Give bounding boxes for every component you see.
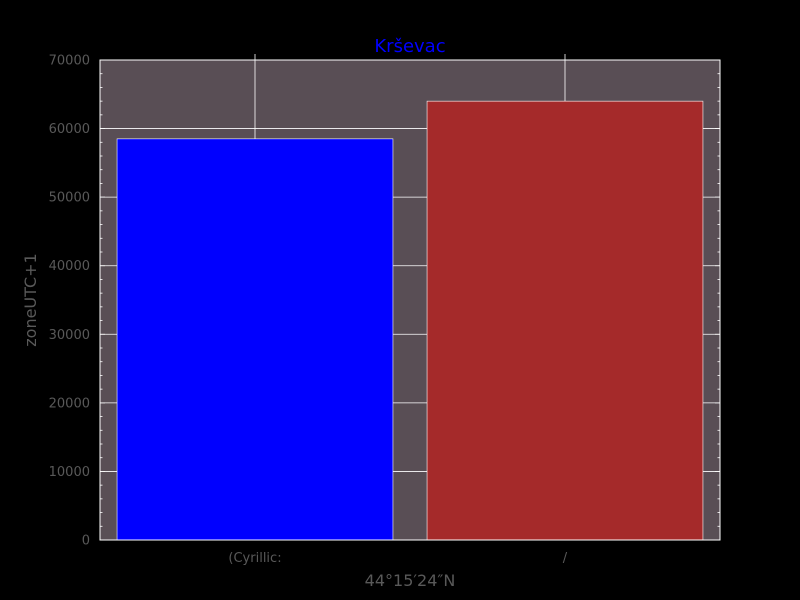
bar bbox=[116, 138, 394, 541]
y-tick-label: 20000 bbox=[49, 396, 90, 411]
y-axis-label: zoneUTC+1 bbox=[21, 253, 40, 346]
y-tick-label: 10000 bbox=[49, 465, 90, 480]
bars bbox=[116, 100, 704, 541]
y-tick-label: 30000 bbox=[49, 328, 90, 343]
axes-frame bbox=[99, 59, 721, 541]
axes: 0 10000 20000 30000 40000 50000 60000 70000 (Cyr… bbox=[49, 54, 721, 566]
y-tick-label: 70000 bbox=[49, 54, 90, 69]
y-tick-label: 40000 bbox=[49, 259, 90, 274]
bar bbox=[426, 100, 704, 541]
y-tick-label: 0 bbox=[82, 534, 90, 549]
chart-title: Krševac bbox=[374, 36, 445, 57]
x-tick-label: (Cyrillic: bbox=[228, 551, 281, 566]
x-tick-label: / bbox=[563, 551, 568, 566]
y-tick-label: 50000 bbox=[49, 191, 90, 206]
y-tick-label: 60000 bbox=[49, 122, 90, 137]
x-axis-label: 44°15′24″N bbox=[365, 571, 456, 590]
